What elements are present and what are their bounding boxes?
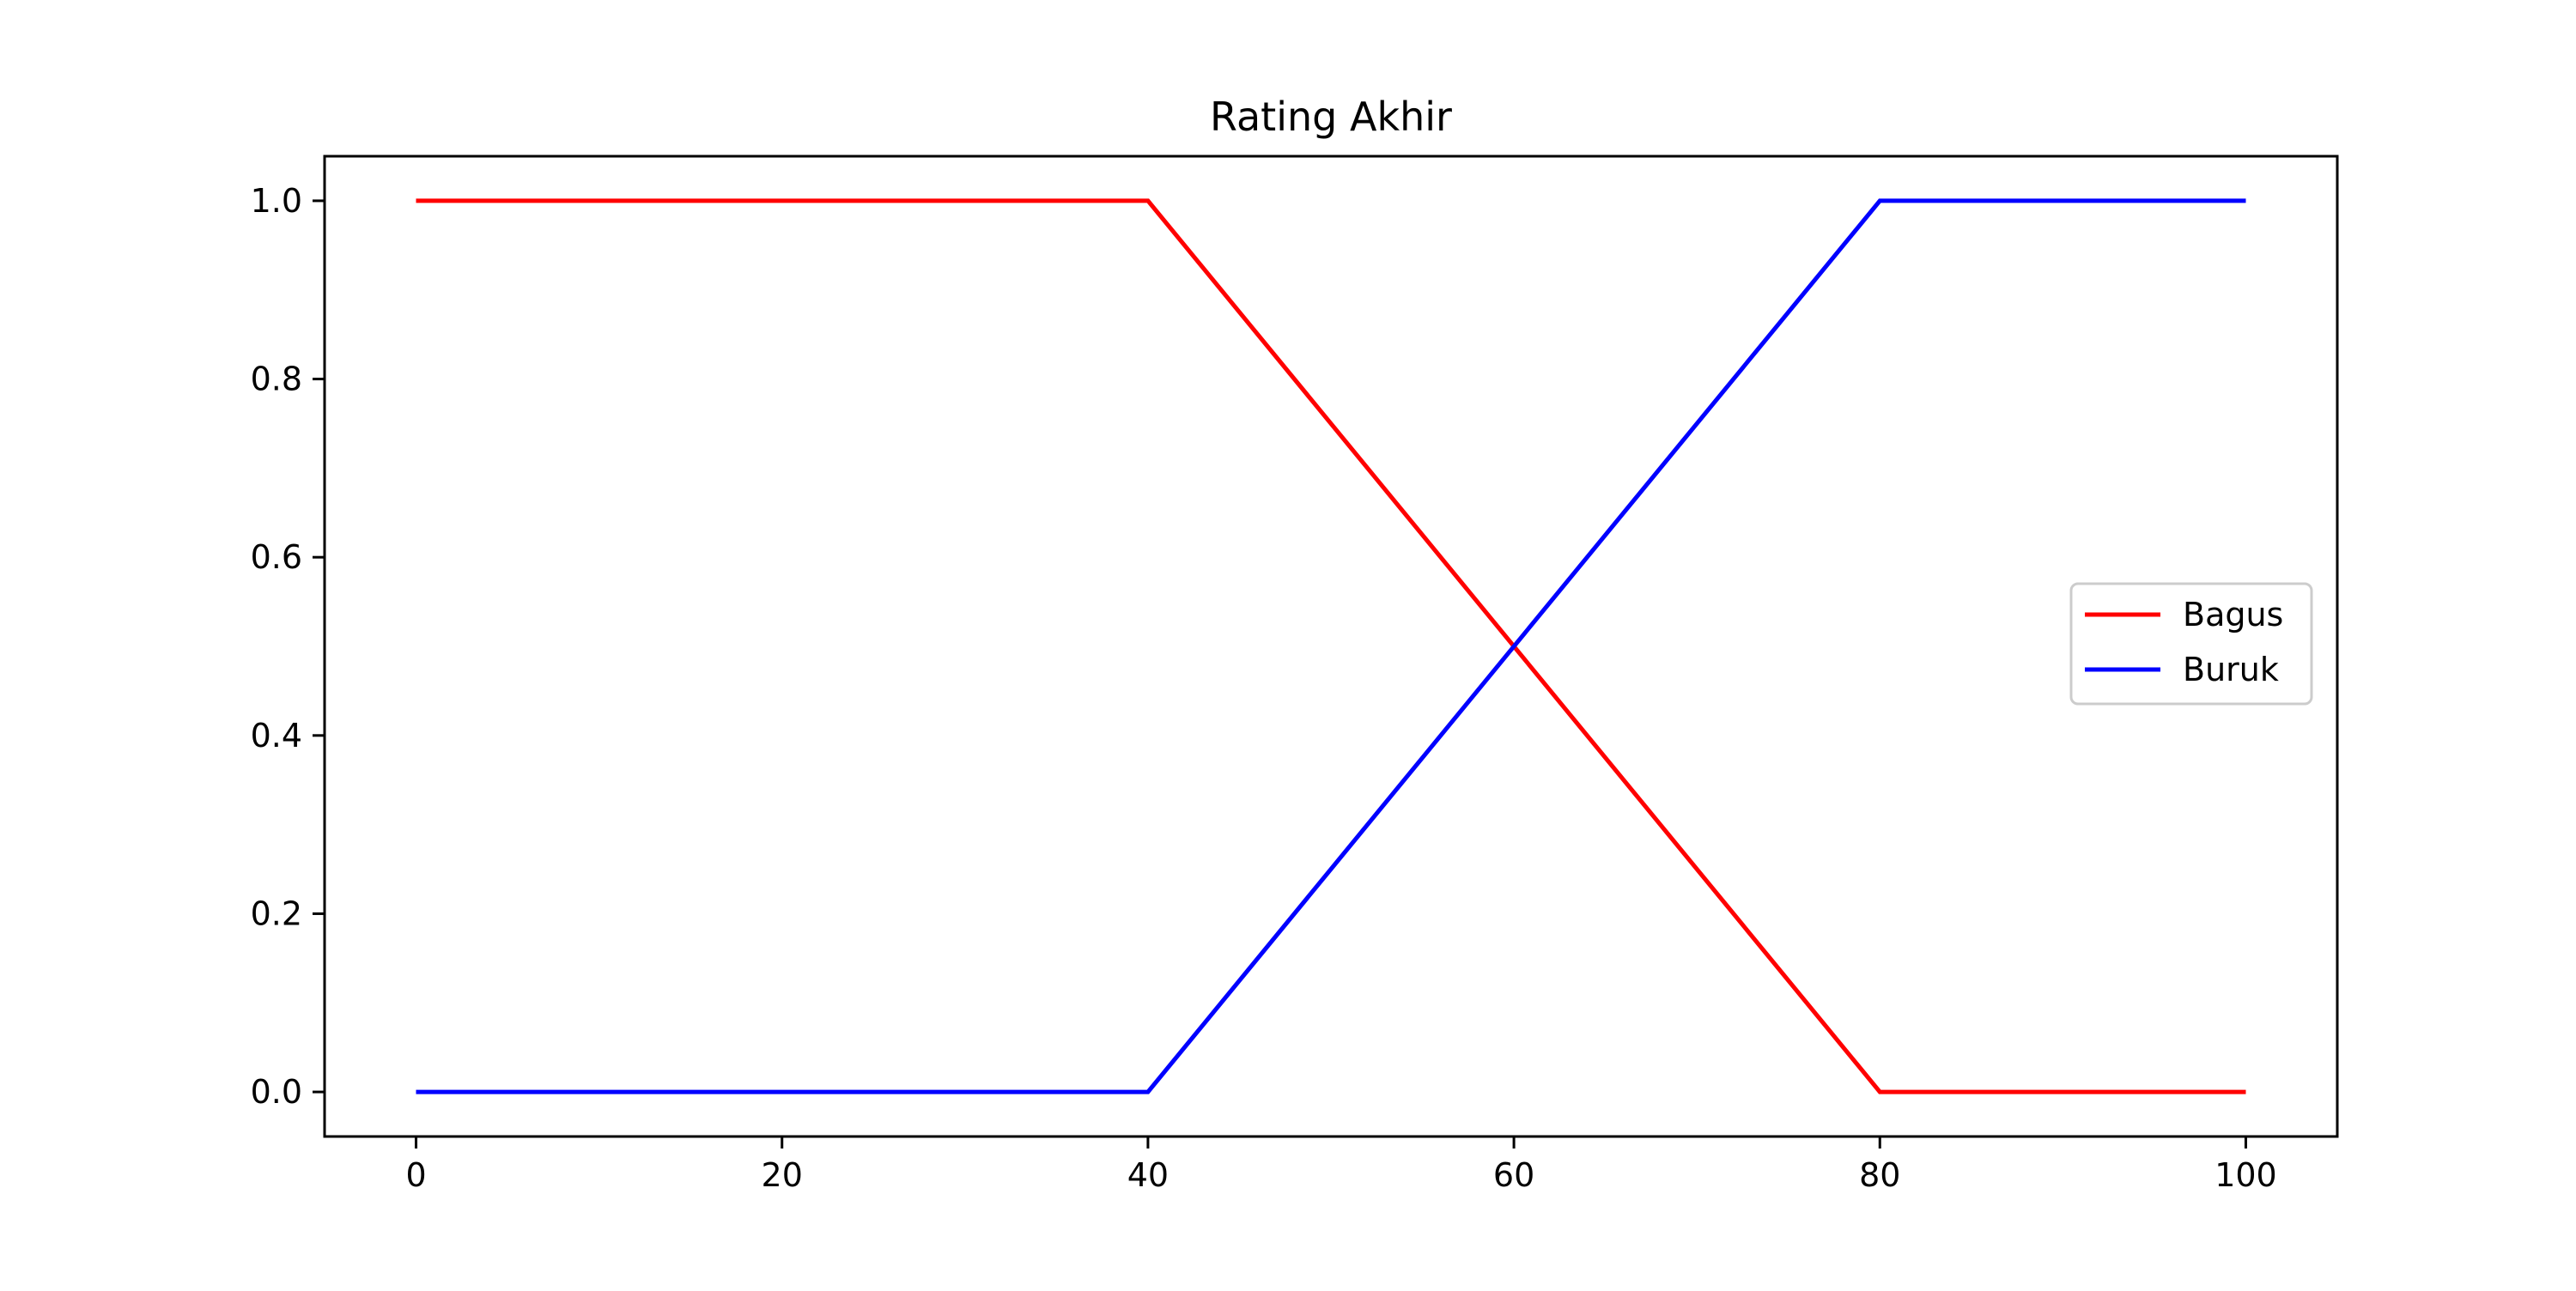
legend-label-bagus: Bagus — [2183, 596, 2283, 633]
y-tick-label: 0.0 — [251, 1073, 302, 1111]
y-tick-label: 1.0 — [251, 182, 302, 220]
y-tick-label: 0.6 — [251, 538, 302, 576]
x-tick-label: 0 — [405, 1156, 426, 1194]
series-layer — [416, 198, 2246, 1094]
y-tick-label: 0.8 — [251, 361, 302, 398]
x-tick-label: 20 — [762, 1156, 803, 1194]
x-tick-label: 40 — [1127, 1156, 1169, 1194]
plot-frame — [323, 155, 2339, 1138]
y-tick-label: 0.2 — [251, 894, 302, 932]
x-tick-label: 100 — [2215, 1156, 2277, 1194]
x-tick-label: 60 — [1493, 1156, 1534, 1194]
y-tick-label: 0.4 — [251, 717, 302, 755]
series-line-buruk — [416, 198, 2246, 1094]
x-tick-label: 80 — [1859, 1156, 1900, 1194]
legend: Bagus Buruk — [2069, 582, 2313, 706]
chart-title: Rating Akhir — [1210, 94, 1452, 140]
legend-label-buruk: Buruk — [2183, 651, 2279, 688]
axes-layer: 0 20 40 60 80 100 0.0 0.2 0.4 0.6 0.8 1.0 — [251, 155, 2339, 1194]
